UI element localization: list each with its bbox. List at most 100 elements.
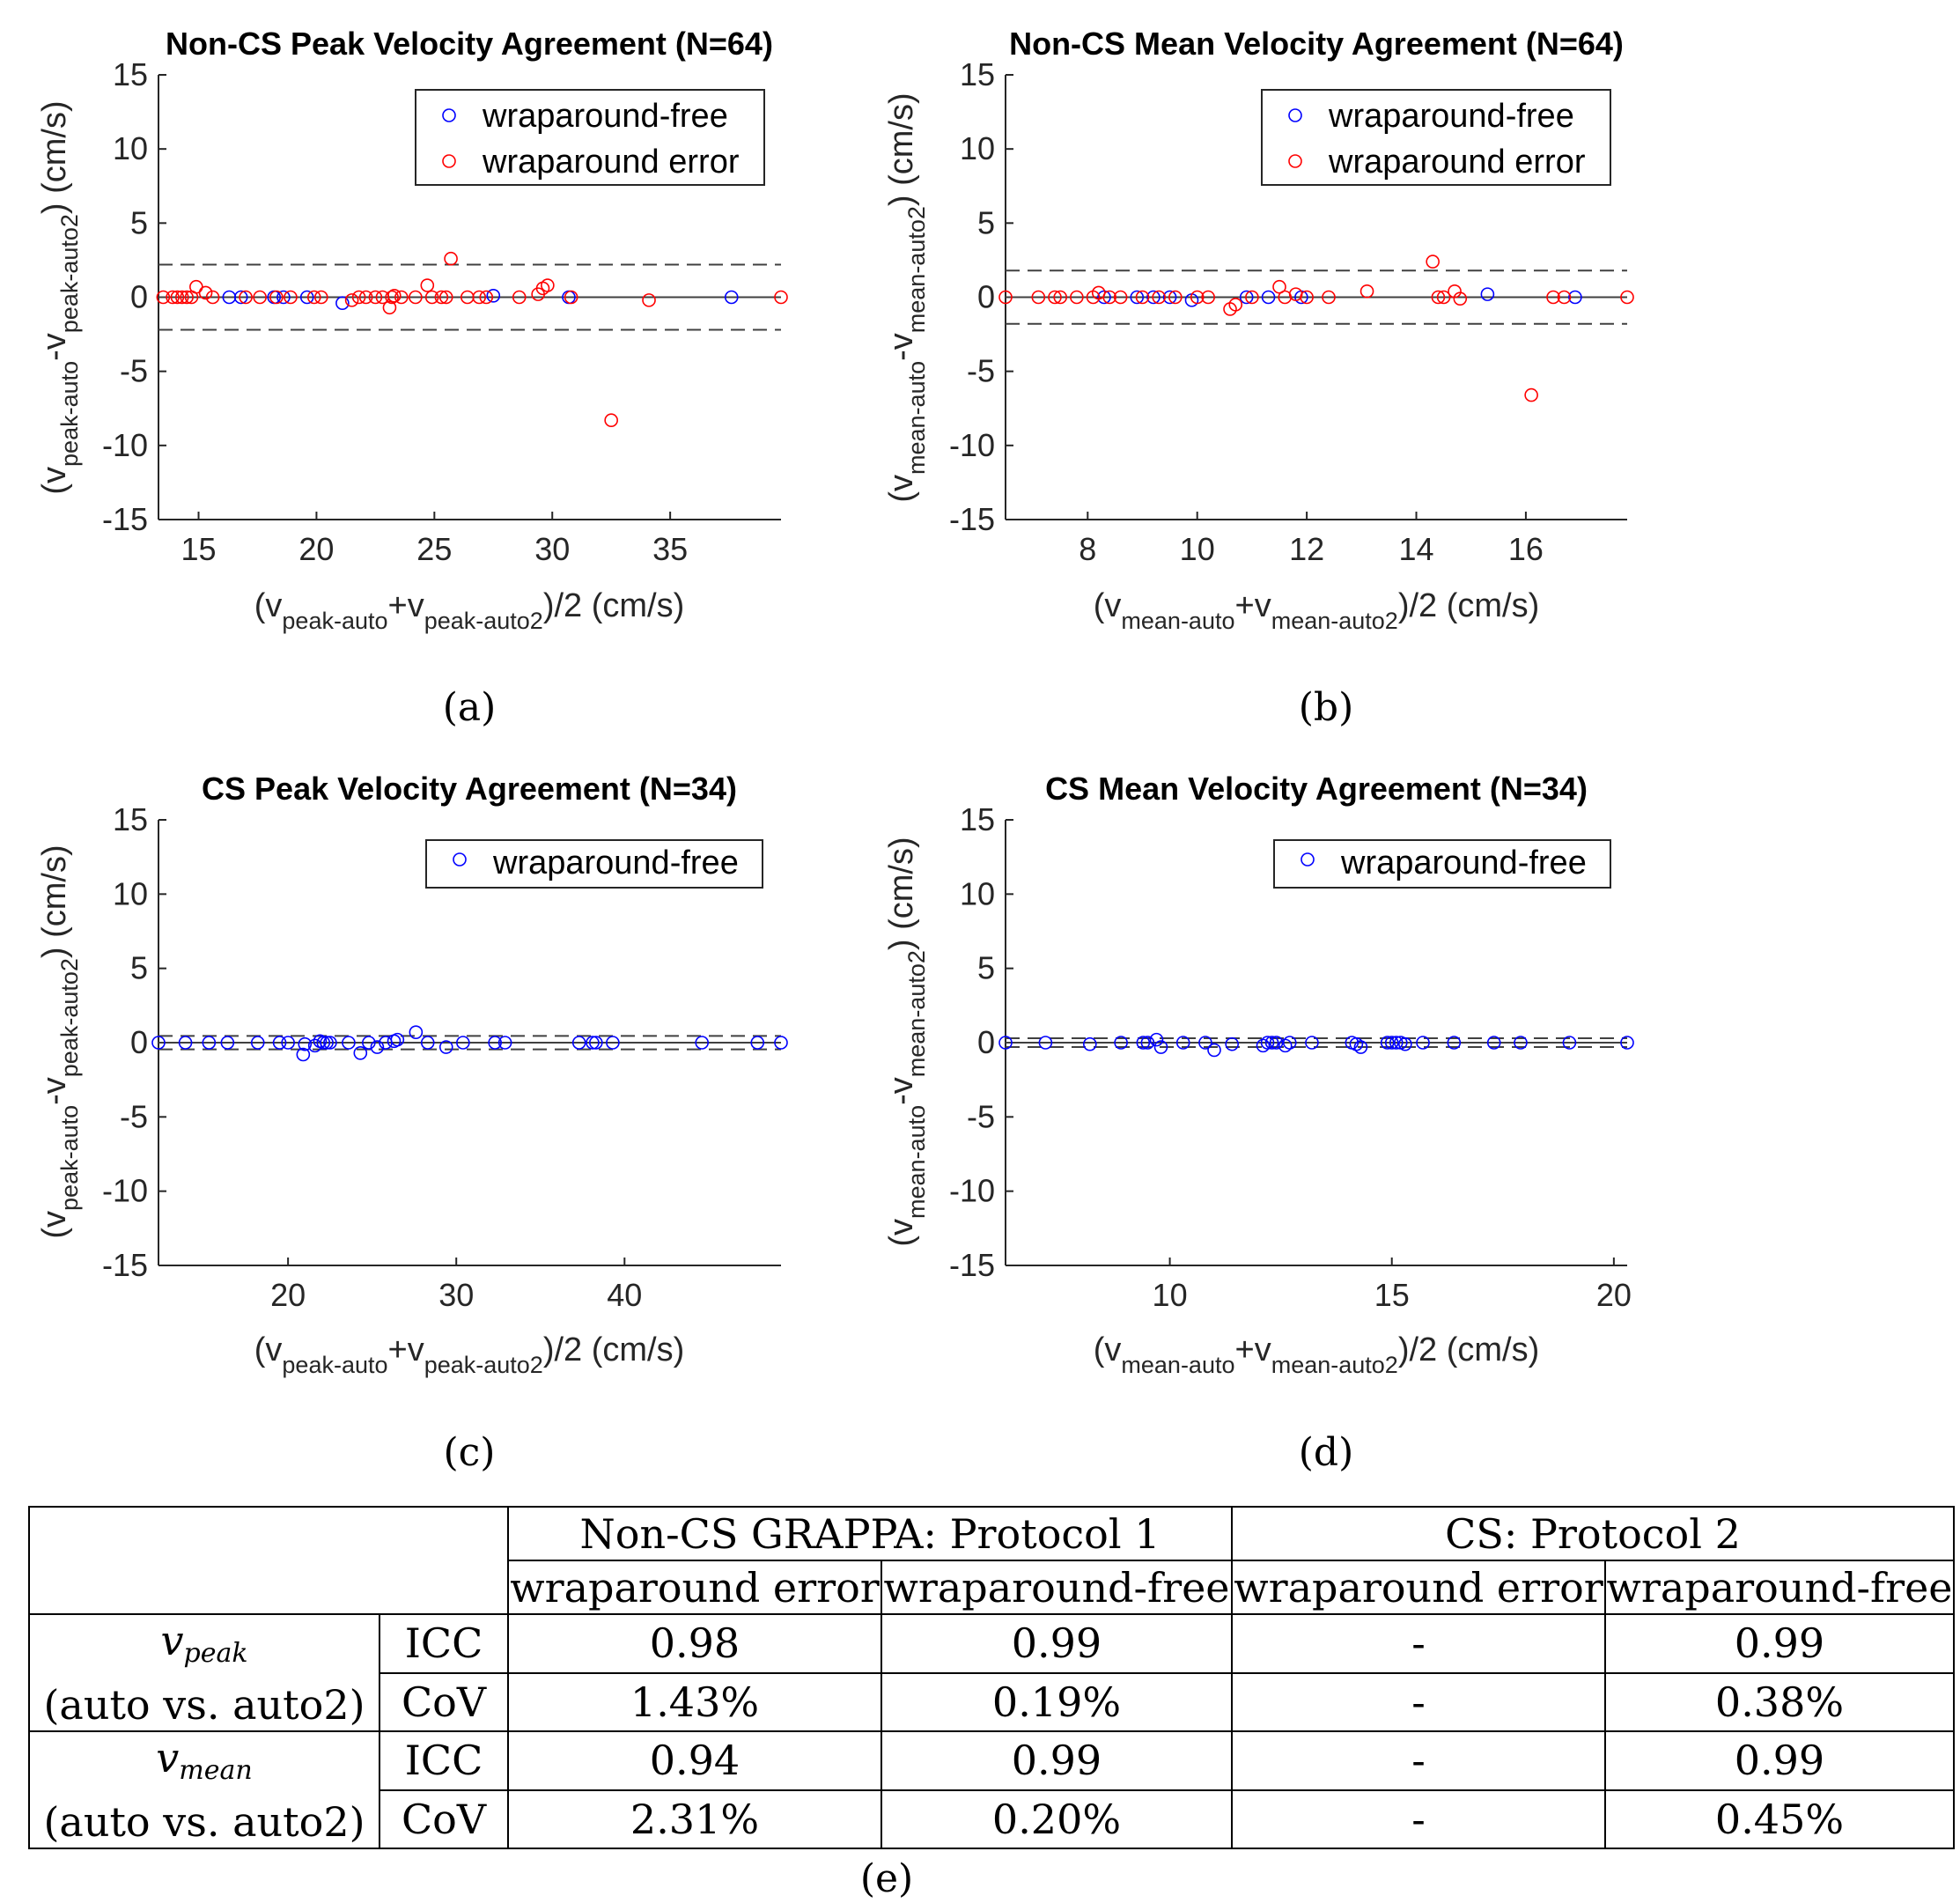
table-cell: 0.99 [1604,1730,1955,1791]
table-cell: 0.38% [1604,1671,1955,1732]
table-row: CoV 2.31% 0.20% - 0.45% [29,1789,1955,1849]
y-tick-label: 15 [960,801,995,837]
data-point-wraparound-error [1524,387,1538,402]
data-point-wraparound-error [604,413,618,428]
data-point-wraparound-free [202,1036,217,1050]
data-point-wraparound-error [434,290,449,305]
data-point-wraparound-error [198,285,213,300]
data-point-wraparound-error [385,290,399,305]
metric-label: ICC [379,1613,509,1674]
y-tick-label: -15 [949,1247,995,1283]
x-tick-labels: 8 10 12 14 16 [1079,531,1544,567]
x-tick-label: 30 [438,1277,474,1313]
data-point-wraparound-free [589,1036,603,1050]
data-point-wraparound-error [1102,290,1116,305]
y-tick-label: -5 [120,353,148,389]
data-point-wraparound-error [180,290,194,305]
x-axis-label: (vpeak-auto+vpeak-auto2)/2 (cm/s) [254,1331,685,1378]
metric-label: ICC [379,1730,509,1791]
x-tick-label: 35 [652,531,688,567]
row-group-label: vpeak (auto vs. auto2) [28,1613,380,1732]
data-point-wraparound-free [1136,1036,1151,1050]
data-point-wraparound-error [1620,290,1634,305]
x-tick-labels: 15 20 25 30 35 [181,531,689,567]
data-point-wraparound-free [151,1036,166,1050]
data-point-wraparound-error [394,290,409,305]
table-row: vpeak (auto vs. auto2) ICC 0.98 0.99 - 0… [28,1613,1955,1732]
sub-header: wraparound-free [1604,1560,1955,1615]
y-tick-label: -5 [120,1098,148,1134]
table-subheader-row: wraparound error wraparound-free wraparo… [29,1560,1955,1615]
data-point-wraparound-error [409,290,423,305]
data-point-wraparound-error [1135,290,1150,305]
data-point-wraparound-free [1256,1038,1271,1053]
data-point-wraparound-error [472,290,487,305]
data-point-wraparound-free [1198,1036,1212,1050]
metric-label: CoV [379,1789,509,1849]
legend-marker-blue [1288,108,1302,122]
y-tick-label: -5 [967,353,995,389]
legend: wraparound-free wraparound error [415,89,765,186]
data-point-wraparound-free [1486,1036,1501,1050]
y-tick-label: 0 [977,1024,995,1060]
panel-c-chart: CS Peak Velocity Agreement (N=34) 15 10 5 0… [36,771,788,1475]
data-point-wraparound-free [1349,1036,1364,1051]
data-point-wraparound-error [1245,290,1259,305]
data-point-wraparound-error [774,290,788,305]
data-point-wraparound-free [1260,1036,1275,1050]
y-tick-labels: 15 10 5 0 -5 -10 -15 [102,801,148,1283]
group-header: CS: Protocol 2 [1231,1506,1955,1561]
data-point-wraparound-free [1353,1040,1368,1054]
data-point-wraparound-error [1359,284,1374,299]
y-tick-label: 5 [130,950,148,986]
data-point-wraparound-free [1114,1036,1128,1050]
data-point-wraparound-error [189,279,203,294]
data-point-wraparound-free [420,1036,435,1050]
table-cell: - [1231,1671,1606,1732]
table-cell: 1.43% [507,1671,882,1732]
data-point-wraparound-free [281,1036,295,1050]
table-corner-cell [28,1506,509,1615]
data-point-wraparound-error [479,290,494,305]
chart-title: CS Peak Velocity Agreement (N=34) [202,771,737,807]
data-point-wraparound-error [1113,290,1128,305]
y-tick-labels: 15 10 5 0 -5 -10 -15 [102,56,148,537]
data-point-wraparound-error [1436,290,1451,305]
y-tick-label: -10 [102,1173,148,1209]
data-point-wraparound-error [368,290,383,305]
data-point-wraparound-free [456,1036,470,1050]
x-tick-label: 10 [1153,1277,1188,1313]
data-point-wraparound-free [750,1036,765,1050]
data-point-wraparound-free [571,1036,586,1050]
data-point-wraparound-free [1225,1036,1239,1051]
data-point-wraparound-free [1130,290,1145,305]
data-point-wraparound-error [541,278,555,292]
y-tick-label: 5 [130,204,148,240]
data-point-wraparound-free [1083,1036,1097,1051]
plot-area [998,74,1634,520]
y-tick-label: 15 [113,801,148,837]
data-point-wraparound-error [156,290,171,305]
sub-header: wraparound error [507,1560,882,1615]
y-tick-label: 0 [977,279,995,315]
table-cell: 2.31% [507,1789,882,1849]
data-point-wraparound-free [1261,290,1276,305]
y-tick-label: 10 [113,875,148,911]
x-tick-label: 12 [1289,531,1324,567]
x-tick-label: 8 [1079,531,1096,567]
chart-title: Non-CS Peak Velocity Agreement (N=64) [166,26,773,62]
stats-table: Non-CS GRAPPA: Protocol 1 CS: Protocol 2… [28,1506,1955,1849]
data-point-wraparound-error [1031,290,1046,305]
data-point-wraparound-free [1207,1043,1221,1058]
data-point-wraparound-error [269,290,284,305]
data-point-wraparound-free [390,1032,405,1047]
legend-entry: wraparound error [482,144,740,181]
data-point-wraparound-free [998,1036,1013,1050]
y-axis-label: (vpeak-auto-vpeak-auto2) (cm/s) [36,100,83,494]
legend-entry: wraparound-free [492,845,739,881]
table-cell: 0.99 [881,1730,1233,1791]
data-point-wraparound-error [253,290,267,305]
data-point-wraparound-free [272,1036,287,1050]
data-point-wraparound-free [323,1036,337,1050]
